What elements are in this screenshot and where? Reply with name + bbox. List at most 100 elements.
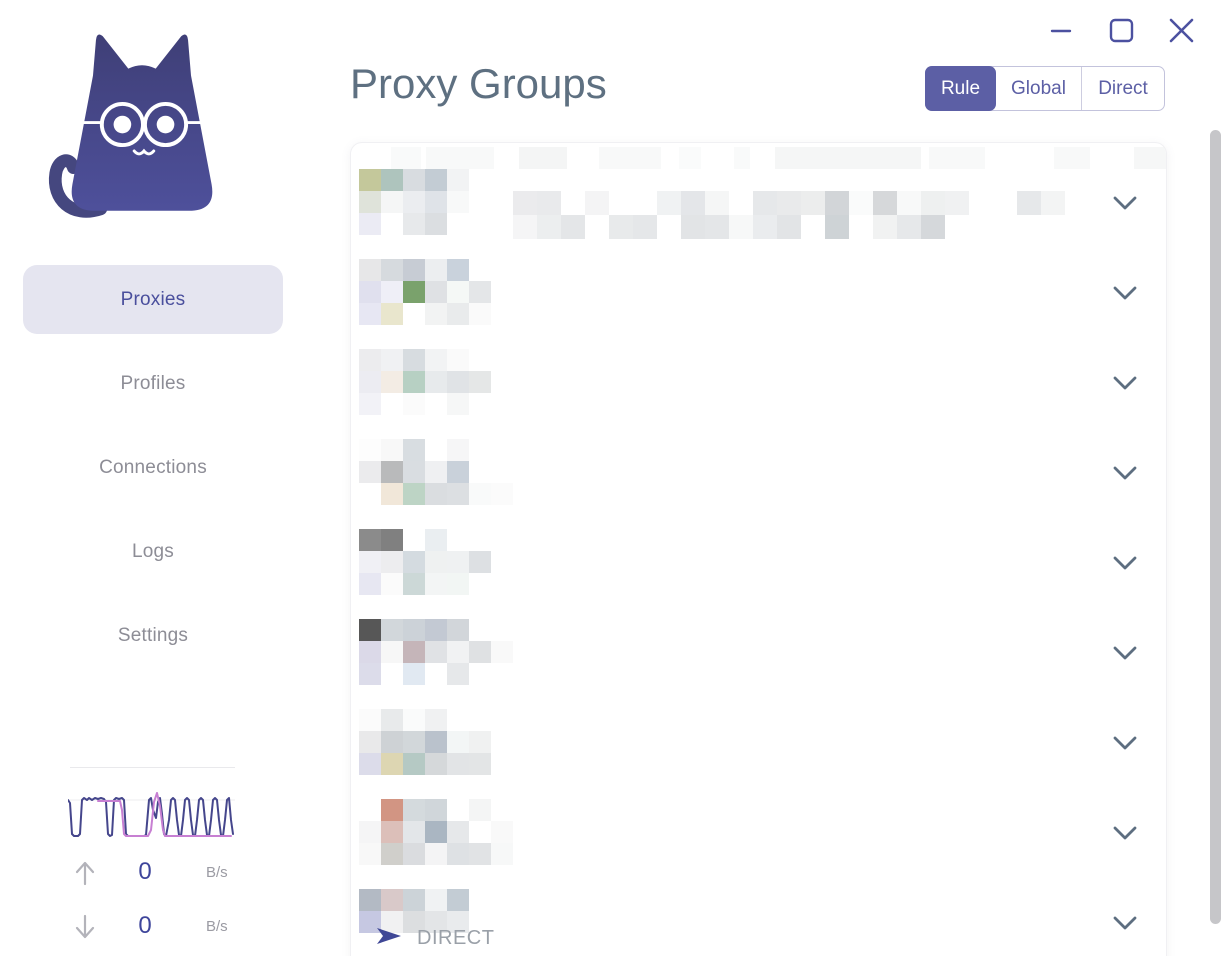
mosaic-cell	[359, 213, 381, 235]
mosaic-cell	[825, 191, 849, 215]
clash-cat-logo	[44, 22, 240, 228]
download-speed-row: 0 B/s	[60, 912, 240, 942]
mosaic-cell	[609, 215, 633, 239]
blurred-chip	[929, 147, 985, 169]
sidebar-item-logs[interactable]: Logs	[23, 517, 283, 586]
proxy-group-row[interactable]	[351, 607, 1166, 697]
mosaic-cell	[469, 529, 491, 551]
mode-button-rule[interactable]: Rule	[925, 66, 996, 111]
mosaic-cell	[359, 439, 381, 461]
sidebar-item-profiles[interactable]: Profiles	[23, 349, 283, 418]
mosaic-cell	[447, 169, 469, 191]
mosaic-cell	[381, 843, 403, 865]
mosaic-cell	[403, 213, 425, 235]
mosaic-cell	[359, 641, 381, 663]
proxy-group-row[interactable]	[351, 337, 1166, 427]
chevron-down-icon[interactable]	[1111, 281, 1139, 305]
chevron-down-icon[interactable]	[1111, 911, 1139, 935]
mosaic-cell	[425, 619, 447, 641]
mosaic-cell	[425, 821, 447, 843]
mosaic-cell	[469, 821, 491, 843]
mosaic-cell	[359, 393, 381, 415]
proxy-group-row[interactable]	[351, 697, 1166, 787]
proxy-group-row[interactable]	[351, 517, 1166, 607]
mosaic-cell	[447, 281, 469, 303]
mosaic-cell	[657, 191, 681, 215]
mosaic-cell	[469, 393, 491, 415]
mosaic-cell	[425, 551, 447, 573]
download-speed-unit: B/s	[206, 918, 228, 935]
maximize-button[interactable]	[1106, 16, 1136, 46]
mode-button-direct[interactable]: Direct	[1081, 67, 1164, 110]
chevron-down-icon[interactable]	[1111, 191, 1139, 215]
mosaic-cell	[447, 439, 469, 461]
mosaic-cell	[381, 551, 403, 573]
mosaic-cell	[381, 213, 403, 235]
blurred-group-content	[359, 799, 513, 865]
mosaic-cell	[447, 889, 469, 911]
chevron-down-icon[interactable]	[1111, 461, 1139, 485]
proxy-group-row[interactable]	[351, 787, 1166, 877]
proxy-group-row[interactable]: DIRECT	[351, 877, 1166, 956]
proxy-group-row[interactable]	[351, 427, 1166, 517]
mosaic-cell	[469, 303, 491, 325]
mosaic-cell	[359, 619, 381, 641]
mosaic-cell	[897, 215, 921, 239]
sidebar-item-proxies[interactable]: Proxies	[23, 265, 283, 334]
mosaic-cell	[381, 371, 403, 393]
mosaic-cell	[945, 191, 969, 215]
mosaic-cell	[403, 393, 425, 415]
maximize-icon	[1106, 16, 1136, 46]
mosaic-cell	[537, 191, 561, 215]
mosaic-cell	[469, 551, 491, 573]
blurred-group-content	[359, 889, 469, 933]
proxy-group-row[interactable]	[351, 247, 1166, 337]
mosaic-cell	[469, 709, 491, 731]
mosaic-cell	[403, 349, 425, 371]
sidebar-item-settings[interactable]: Settings	[23, 601, 283, 670]
arrow-up-icon	[73, 860, 97, 891]
mosaic-cell	[425, 709, 447, 731]
mosaic-cell	[491, 843, 513, 865]
mosaic-cell	[447, 731, 469, 753]
sidebar-item-connections[interactable]: Connections	[23, 433, 283, 502]
mosaic-cell	[491, 821, 513, 843]
mosaic-cell	[425, 753, 447, 775]
mosaic-cell	[403, 259, 425, 281]
mosaic-cell	[513, 215, 537, 239]
close-button[interactable]	[1166, 16, 1196, 46]
download-speed-value: 0	[138, 912, 152, 939]
chevron-down-icon[interactable]	[1111, 731, 1139, 755]
mosaic-cell	[425, 303, 447, 325]
mosaic-cell	[425, 281, 447, 303]
chevron-down-icon[interactable]	[1111, 821, 1139, 845]
mosaic-cell	[585, 215, 609, 239]
scrollbar-thumb[interactable]	[1210, 130, 1221, 924]
mosaic-cell	[381, 169, 403, 191]
mosaic-cell	[403, 619, 425, 641]
mosaic-cell	[359, 191, 381, 213]
mosaic-cell	[1017, 215, 1041, 239]
mosaic-cell	[469, 371, 491, 393]
mosaic-cell	[403, 483, 425, 505]
mosaic-cell	[561, 215, 585, 239]
mosaic-cell	[359, 731, 381, 753]
mode-button-global[interactable]: Global	[996, 67, 1081, 110]
mosaic-cell	[359, 663, 381, 685]
mosaic-cell	[359, 371, 381, 393]
chevron-down-icon[interactable]	[1111, 551, 1139, 575]
mosaic-cell	[359, 799, 381, 821]
page-title: Proxy Groups	[350, 60, 607, 107]
mosaic-cell	[921, 191, 945, 215]
proxy-group-row[interactable]	[351, 157, 1166, 247]
chevron-down-icon[interactable]	[1111, 641, 1139, 665]
mosaic-cell	[469, 641, 491, 663]
chevron-down-icon[interactable]	[1111, 371, 1139, 395]
mosaic-cell	[359, 281, 381, 303]
mosaic-cell	[447, 663, 469, 685]
mosaic-cell	[359, 349, 381, 371]
mosaic-cell	[425, 911, 447, 933]
mosaic-cell	[801, 191, 825, 215]
minimize-button[interactable]	[1046, 16, 1076, 46]
close-icon	[1166, 16, 1196, 46]
